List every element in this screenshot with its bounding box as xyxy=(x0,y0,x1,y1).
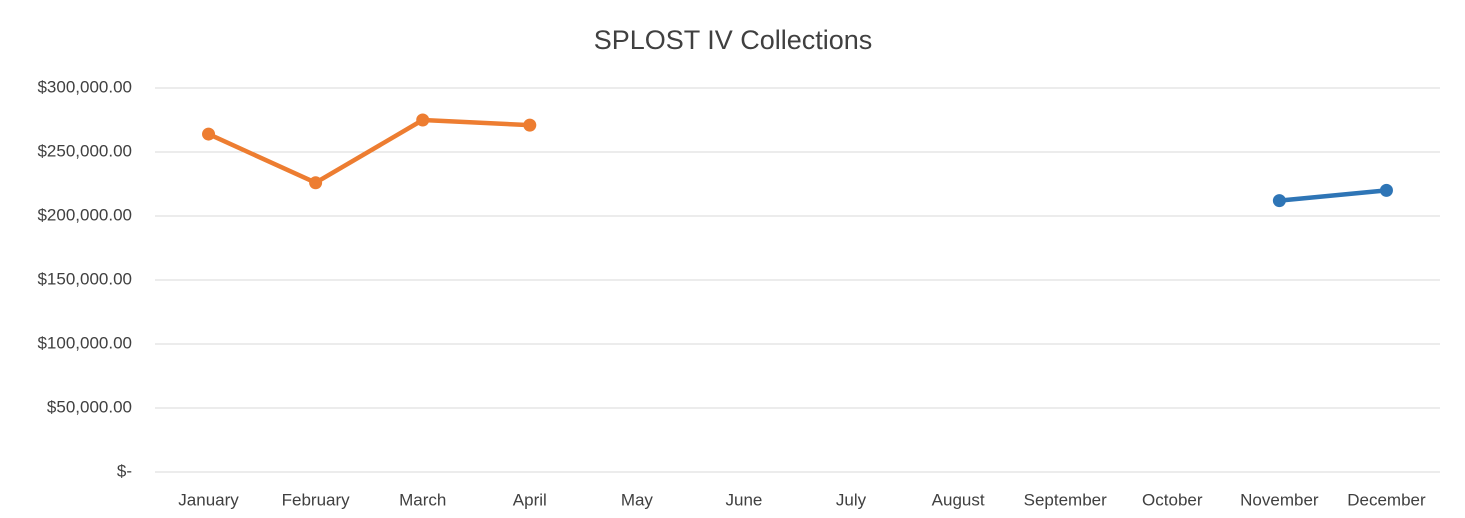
y-tick-label: $150,000.00 xyxy=(37,269,132,288)
x-tick-label: January xyxy=(178,490,239,509)
data-point xyxy=(416,113,430,127)
series-line xyxy=(1277,188,1389,203)
y-tick-label: $300,000.00 xyxy=(37,77,132,96)
x-tick-label: July xyxy=(836,490,867,509)
chart-title: SPLOST IV Collections xyxy=(594,25,873,55)
y-tick-label: $200,000.00 xyxy=(37,205,132,224)
y-tick-label: $250,000.00 xyxy=(37,141,132,160)
data-point xyxy=(523,118,537,132)
series-line xyxy=(206,117,533,185)
y-tick-label: $50,000.00 xyxy=(47,397,132,416)
x-tick-label: April xyxy=(513,490,547,509)
x-tick-label: May xyxy=(621,490,654,509)
y-tick-label: $- xyxy=(117,461,132,480)
x-tick-label: June xyxy=(726,490,763,509)
x-tick-label: October xyxy=(1142,490,1203,509)
data-point xyxy=(1272,194,1286,208)
data-point xyxy=(202,127,216,141)
x-tick-label: August xyxy=(932,490,985,509)
x-tick-label: December xyxy=(1347,490,1426,509)
x-tick-label: February xyxy=(282,490,351,509)
x-tick-label: September xyxy=(1024,490,1107,509)
data-point xyxy=(1379,183,1393,197)
x-tick-label: March xyxy=(399,490,446,509)
x-tick-label: November xyxy=(1240,490,1319,509)
data-point xyxy=(309,176,323,190)
y-tick-label: $100,000.00 xyxy=(37,333,132,352)
